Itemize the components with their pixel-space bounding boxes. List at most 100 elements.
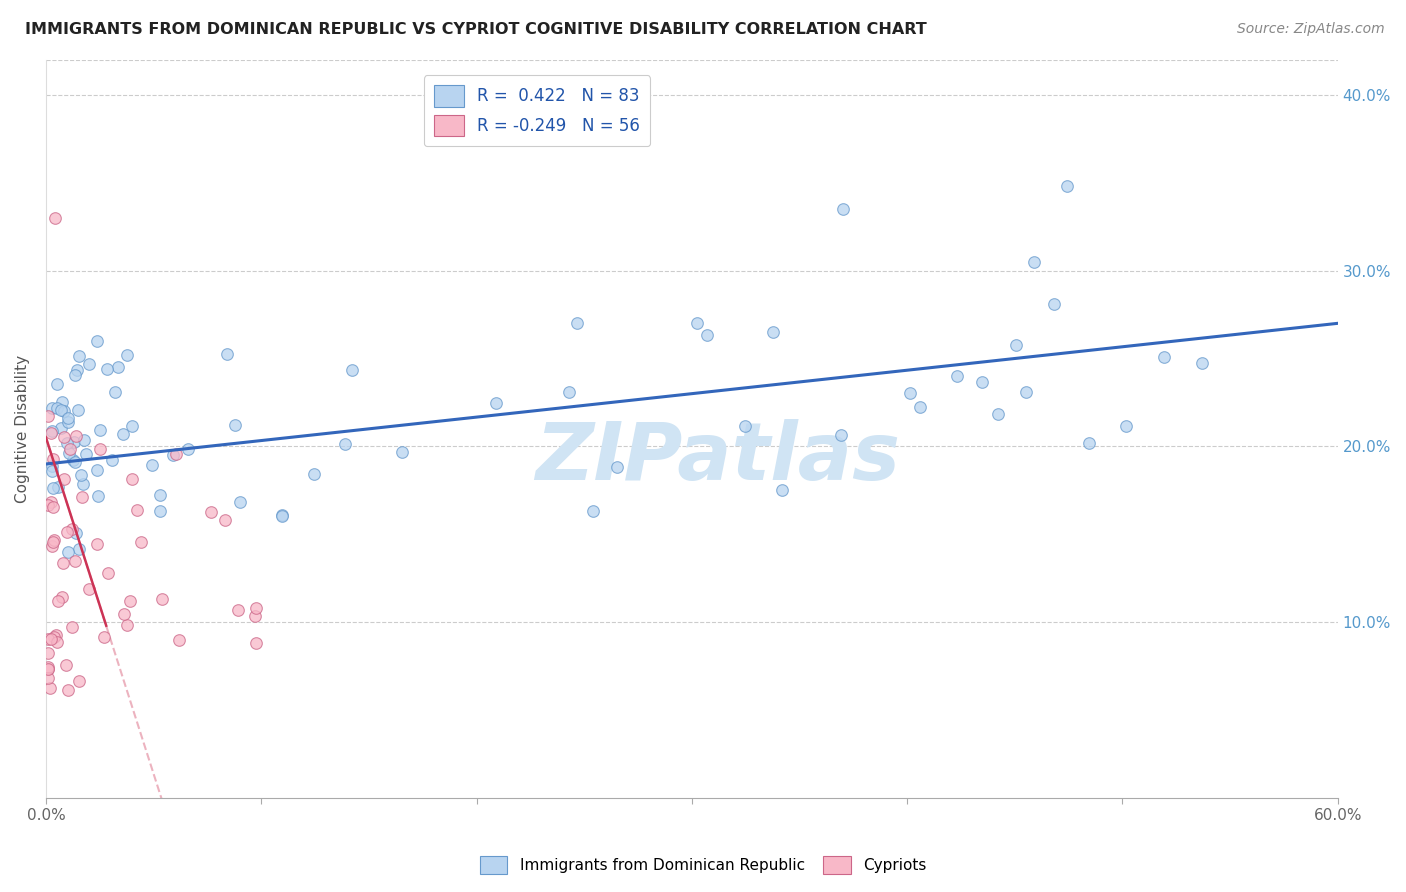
Point xyxy=(67,542,90,557)
Point xyxy=(37,632,59,646)
Point xyxy=(112,427,135,442)
Point xyxy=(831,202,853,216)
Point xyxy=(304,467,326,481)
Point xyxy=(37,662,59,676)
Point xyxy=(97,566,120,581)
Point xyxy=(150,591,173,606)
Point xyxy=(762,325,785,339)
Point xyxy=(148,488,170,502)
Point xyxy=(245,636,267,650)
Point xyxy=(1042,297,1064,311)
Point xyxy=(52,404,75,418)
Point xyxy=(42,482,65,496)
Point xyxy=(55,657,77,672)
Point xyxy=(485,395,508,409)
Point xyxy=(86,334,108,348)
Point xyxy=(165,447,187,461)
Point xyxy=(987,407,1010,421)
Point xyxy=(224,418,246,433)
Point xyxy=(100,453,122,467)
Point xyxy=(56,545,79,559)
Legend: Immigrants from Dominican Republic, Cypriots: Immigrants from Dominican Republic, Cypr… xyxy=(474,850,932,880)
Point xyxy=(229,495,252,509)
Text: ZIPatlas: ZIPatlas xyxy=(536,419,900,498)
Point xyxy=(93,630,115,644)
Point xyxy=(1115,419,1137,434)
Point xyxy=(56,682,79,697)
Point xyxy=(59,442,82,456)
Point xyxy=(686,317,709,331)
Point xyxy=(63,435,86,450)
Point xyxy=(65,428,87,442)
Point xyxy=(60,620,83,634)
Point xyxy=(37,660,59,674)
Point xyxy=(245,601,267,615)
Point xyxy=(37,646,59,660)
Point xyxy=(39,495,62,509)
Point xyxy=(167,633,190,648)
Point xyxy=(46,635,69,649)
Point xyxy=(41,464,63,478)
Point xyxy=(62,453,84,467)
Point xyxy=(243,609,266,624)
Point xyxy=(340,362,363,376)
Point xyxy=(582,504,605,518)
Point xyxy=(271,508,294,523)
Point xyxy=(86,537,108,551)
Point xyxy=(1153,350,1175,364)
Point xyxy=(70,468,93,483)
Point xyxy=(1191,355,1213,369)
Point xyxy=(39,426,62,441)
Point xyxy=(37,662,59,676)
Point xyxy=(41,539,63,553)
Point xyxy=(1005,338,1028,352)
Point xyxy=(79,357,101,371)
Point xyxy=(46,376,69,391)
Point xyxy=(66,363,89,377)
Point xyxy=(333,436,356,450)
Point xyxy=(42,500,65,514)
Point xyxy=(45,627,67,641)
Point xyxy=(96,361,118,376)
Point xyxy=(1015,385,1038,400)
Point xyxy=(44,211,66,225)
Point xyxy=(65,525,87,540)
Point xyxy=(696,328,718,343)
Point xyxy=(734,418,756,433)
Y-axis label: Cognitive Disability: Cognitive Disability xyxy=(15,355,30,503)
Point xyxy=(117,348,139,362)
Point xyxy=(141,458,163,473)
Point xyxy=(772,483,794,497)
Text: IMMIGRANTS FROM DOMINICAN REPUBLIC VS CYPRIOT COGNITIVE DISABILITY CORRELATION C: IMMIGRANTS FROM DOMINICAN REPUBLIC VS CY… xyxy=(25,22,927,37)
Point xyxy=(60,523,83,537)
Legend: R =  0.422   N = 83, R = -0.249   N = 56: R = 0.422 N = 83, R = -0.249 N = 56 xyxy=(423,75,650,146)
Point xyxy=(37,409,59,423)
Point xyxy=(69,673,91,688)
Point xyxy=(125,503,148,517)
Point xyxy=(42,534,65,549)
Point xyxy=(51,395,73,409)
Point xyxy=(200,505,222,519)
Point xyxy=(898,386,921,401)
Point xyxy=(1024,255,1046,269)
Point xyxy=(66,403,89,417)
Point xyxy=(970,375,993,389)
Point xyxy=(70,491,93,505)
Point xyxy=(104,384,127,399)
Point xyxy=(112,607,135,622)
Point xyxy=(52,557,75,571)
Point xyxy=(45,401,67,415)
Point xyxy=(215,347,238,361)
Point xyxy=(55,435,77,450)
Point xyxy=(56,525,79,540)
Point xyxy=(557,385,579,400)
Point xyxy=(87,489,110,503)
Point xyxy=(121,472,143,486)
Point xyxy=(42,630,65,644)
Point xyxy=(37,498,59,512)
Point xyxy=(63,368,86,382)
Point xyxy=(67,350,90,364)
Text: Source: ZipAtlas.com: Source: ZipAtlas.com xyxy=(1237,22,1385,37)
Point xyxy=(63,554,86,568)
Point xyxy=(72,476,94,491)
